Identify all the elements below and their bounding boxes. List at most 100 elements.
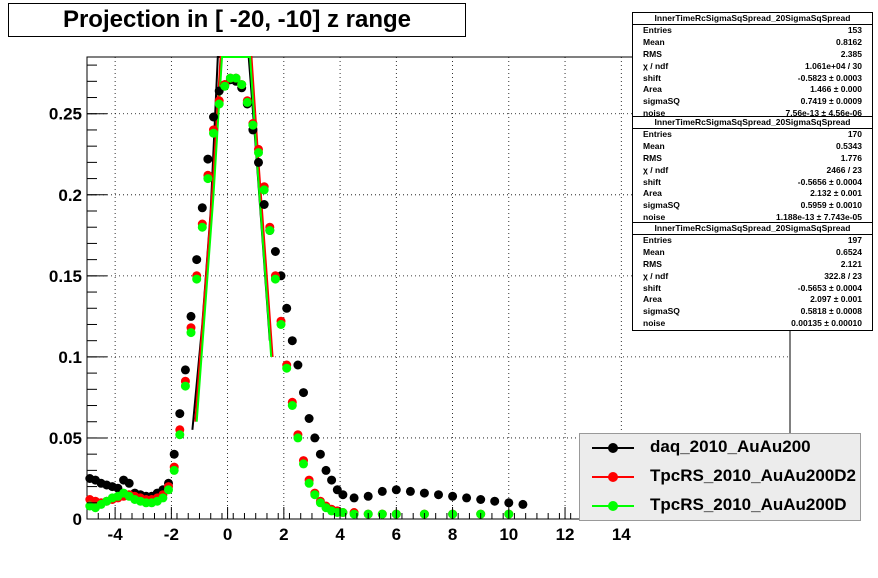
data-point: [124, 478, 134, 488]
chart-title: Projection in [ -20, -10] z range: [62, 6, 412, 33]
data-point: [282, 363, 292, 373]
stat-label: shift: [643, 282, 661, 293]
x-tick-label: 0: [223, 525, 232, 544]
data-point: [192, 255, 202, 265]
data-point: [504, 498, 514, 508]
data-point: [299, 459, 308, 469]
data-point: [169, 449, 179, 459]
stat-row: Area 1.466 ± 0.000: [633, 84, 872, 96]
stat-label: Area: [643, 188, 662, 199]
data-point: [259, 200, 269, 209]
stat-row: χ / ndf 322.8 / 23: [633, 271, 872, 283]
stat-value: 2.121: [840, 258, 862, 269]
stat-label: sigmaSQ: [643, 96, 680, 107]
stat-value: 2.132 ± 0.001: [810, 188, 862, 199]
stat-label: noise: [643, 212, 666, 223]
data-point: [209, 128, 218, 138]
legend-marker: [608, 443, 618, 453]
legend-entry-daq: daq_2010_AuAu200: [580, 434, 860, 463]
stat-row: Area 2.132 ± 0.001: [633, 188, 872, 200]
stat-label: Entries: [643, 235, 672, 245]
data-point: [293, 360, 303, 370]
stat-box-header: InnerTimeRcSigmaSqSpread_20SigmaSqSpread: [633, 13, 872, 25]
x-tick-label: 6: [392, 525, 401, 544]
data-point: [248, 120, 258, 130]
stat-row: Area 2.097 ± 0.001: [633, 294, 872, 306]
stat-label: RMS: [643, 48, 662, 59]
data-point: [476, 495, 486, 504]
y-tick-label: 0.1: [58, 348, 82, 367]
data-point: [391, 485, 401, 495]
data-point: [242, 97, 252, 107]
data-point: [197, 222, 207, 232]
data-point: [377, 486, 387, 496]
data-point: [276, 320, 286, 329]
data-point: [293, 433, 303, 443]
y-tick-label: 0.05: [49, 429, 82, 448]
x-tick-label: -2: [164, 525, 179, 544]
data-point: [462, 493, 472, 503]
data-point: [214, 99, 224, 109]
legend-marker: [608, 472, 618, 482]
stat-label: RMS: [643, 258, 662, 269]
stat-label: sigmaSQ: [643, 200, 680, 211]
stat-value: 1.466 ± 0.000: [810, 84, 862, 95]
stat-row: shift -0.5823 ± 0.0003: [633, 73, 872, 85]
stat-label: Mean: [643, 140, 665, 151]
stat-label: Mean: [643, 36, 665, 47]
stat-value: 1.061e+04 / 30: [805, 60, 862, 71]
stat-label: shift: [643, 72, 661, 83]
stat-label: Entries: [643, 129, 672, 139]
stat-row: Mean 0.6524: [633, 247, 872, 259]
data-point: [490, 496, 500, 506]
stat-row: sigmaSQ 0.5959 ± 0.0010: [633, 200, 872, 212]
legend-marker: [608, 501, 618, 511]
stat-value: 2466 / 23: [826, 164, 862, 175]
stat-value: 7.56e-13 ± 4.56e-06: [785, 108, 863, 119]
data-point: [377, 509, 387, 519]
stat-row: Entries 197: [633, 235, 872, 247]
data-point: [287, 401, 297, 410]
stat-label: shift: [643, 176, 661, 187]
data-point: [310, 490, 320, 500]
stat-row: sigmaSQ 0.7419 ± 0.0009: [633, 96, 872, 108]
stat-value: 0.5818 ± 0.0008: [800, 306, 862, 317]
data-point: [175, 409, 185, 419]
stat-value: -0.5656 ± 0.0004: [797, 176, 862, 187]
legend-label: TpcRS_2010_AuAu200D: [650, 495, 847, 514]
stat-value: 2.385: [840, 48, 862, 59]
stat-value: 0.6524: [836, 246, 862, 257]
stat-box-3: InnerTimeRcSigmaSqSpread_20SigmaSqSpread…: [632, 222, 873, 332]
data-point: [321, 465, 331, 475]
title-box: Projection in [ -20, -10] z range: [8, 3, 466, 37]
data-point: [265, 226, 275, 235]
data-point: [197, 203, 207, 213]
stat-value: 0.00135 ± 0.00010: [791, 318, 862, 329]
data-point: [254, 148, 263, 158]
legend: daq_2010_AuAu200 TpcRS_2010_AuAu200D2 Tp…: [579, 433, 861, 521]
stat-row: noise 1.188e-13 ± 7.743e-05: [633, 212, 872, 224]
data-point: [186, 328, 196, 338]
data-point: [203, 174, 213, 184]
data-point: [237, 80, 247, 90]
stat-value: 322.8 / 23: [824, 270, 862, 281]
stat-row: Mean 0.8162: [633, 37, 872, 49]
data-point: [192, 274, 202, 284]
stat-row: RMS 2.121: [633, 259, 872, 271]
y-tick-label: 0.15: [49, 267, 82, 286]
stat-row: χ / ndf 2466 / 23: [633, 165, 872, 177]
stat-value: 197: [847, 235, 862, 245]
legend-label: TpcRS_2010_AuAu200D2: [650, 466, 856, 485]
stat-label: Area: [643, 84, 662, 95]
stat-value: 153: [847, 25, 862, 35]
stat-label: χ / ndf: [643, 270, 669, 281]
fit-curve: [195, 56, 273, 422]
data-point: [175, 430, 185, 440]
y-tick-label: 0.25: [49, 105, 82, 124]
stat-row: Entries 170: [633, 129, 872, 141]
stat-value: 2.097 ± 0.001: [810, 294, 862, 305]
stat-value: 0.5343: [836, 140, 862, 151]
data-point: [349, 493, 359, 503]
data-point: [304, 478, 314, 488]
stat-label: noise: [643, 108, 666, 119]
